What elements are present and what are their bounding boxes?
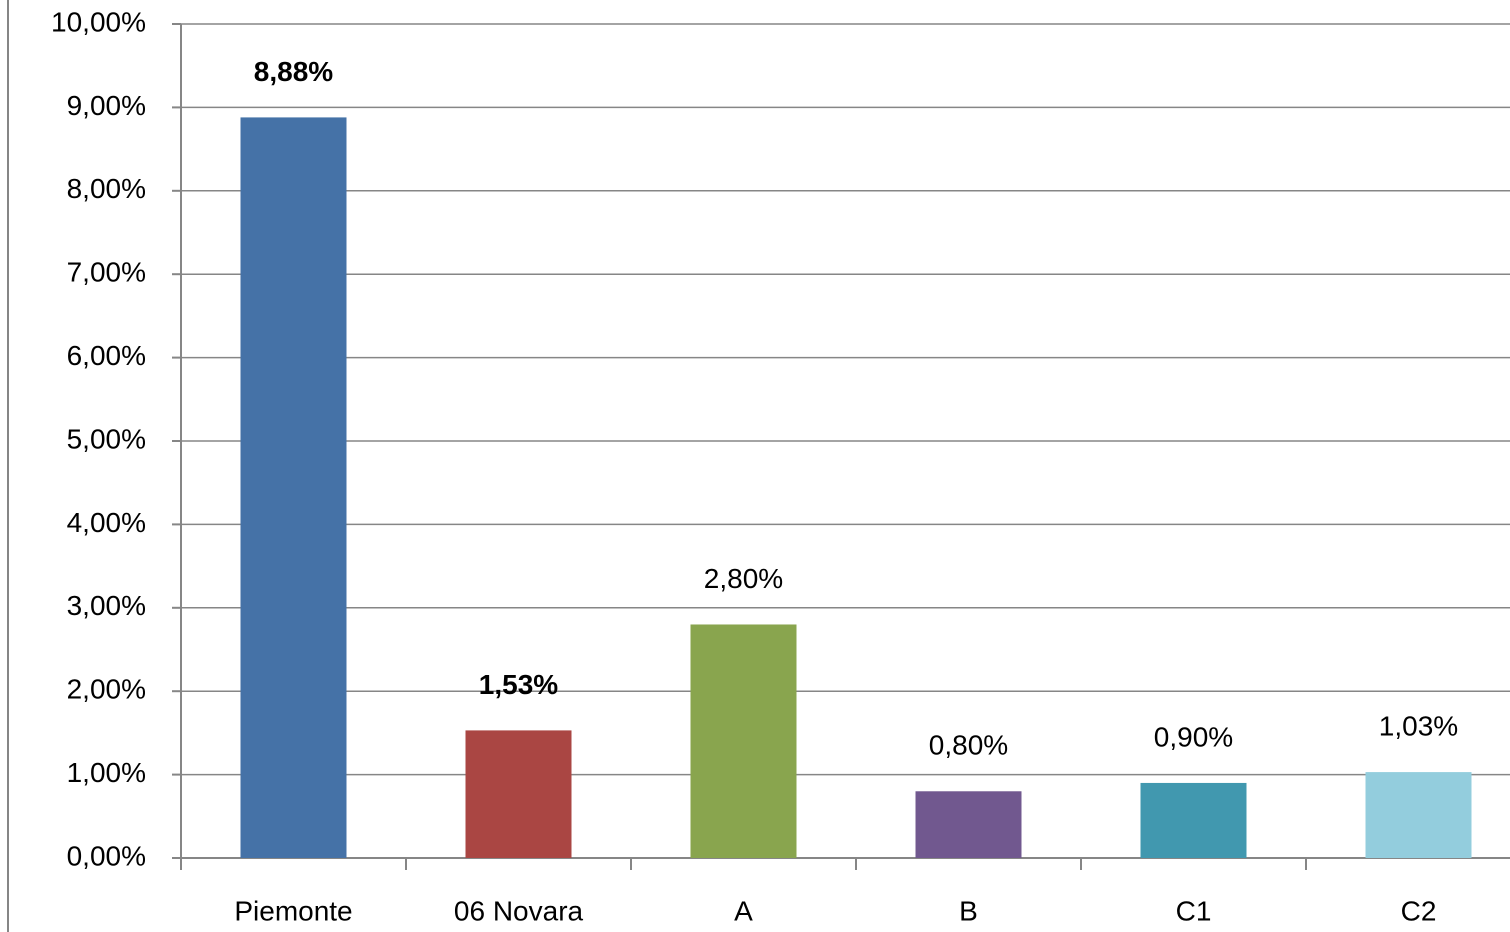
y-tick-label: 7,00%: [67, 257, 146, 288]
y-tick-label: 0,00%: [67, 840, 146, 871]
y-tick-label: 9,00%: [67, 90, 146, 121]
x-tick-label: A: [734, 895, 753, 926]
x-tick-label: Piemonte: [234, 895, 352, 926]
x-tick-label: C2: [1401, 895, 1437, 926]
x-tick-label: B: [959, 895, 978, 926]
bar: [1140, 782, 1247, 858]
bar: [465, 730, 572, 858]
y-tick-label: 4,00%: [67, 507, 146, 538]
bar: [1365, 772, 1472, 858]
y-tick-label: 3,00%: [67, 590, 146, 621]
bar: [915, 791, 1022, 858]
y-tick-label: 5,00%: [67, 423, 146, 454]
bar: [690, 624, 797, 858]
x-tick-label: C1: [1176, 895, 1212, 926]
value-label: 0,90%: [1154, 721, 1233, 752]
value-label: 2,80%: [704, 563, 783, 594]
y-tick-label: 6,00%: [67, 340, 146, 371]
y-tick-label: 1,00%: [67, 757, 146, 788]
bar: [240, 117, 347, 858]
y-tick-label: 10,00%: [51, 6, 146, 37]
y-tick-label: 2,00%: [67, 674, 146, 705]
value-label: 1,53%: [479, 669, 558, 700]
value-label: 0,80%: [929, 730, 1008, 761]
x-tick-label: 06 Novara: [454, 895, 584, 926]
value-label: 8,88%: [254, 56, 333, 87]
value-label: 1,03%: [1379, 710, 1458, 741]
y-tick-label: 8,00%: [67, 173, 146, 204]
